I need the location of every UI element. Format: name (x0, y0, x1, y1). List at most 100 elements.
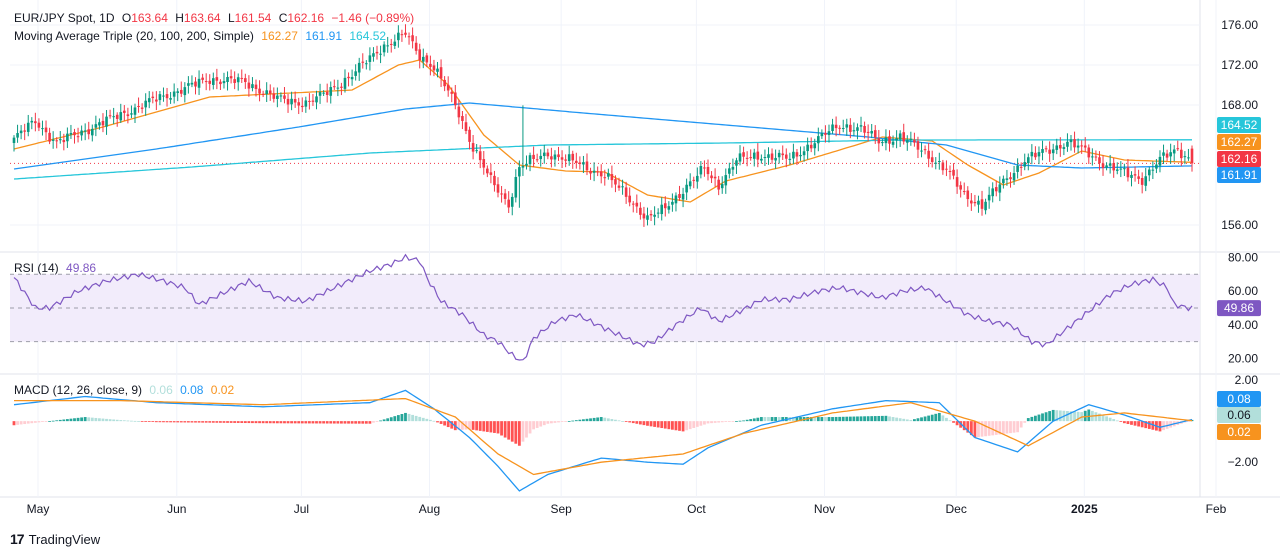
x-tick-label: Jul (294, 502, 309, 516)
candle-body (411, 35, 414, 42)
candle-body (838, 127, 841, 129)
macd-histogram-bar (585, 418, 589, 422)
macd-histogram-bar (824, 417, 827, 422)
macd-histogram-bar (322, 421, 326, 424)
ohlc-o-label: O (121, 11, 132, 25)
macd-histogram-bar (934, 413, 938, 422)
candle-body (158, 94, 162, 101)
macd-histogram-bar (418, 416, 422, 422)
candle-body (1002, 178, 1005, 184)
candle-body (681, 193, 685, 200)
macd-histogram-bar (621, 421, 624, 422)
candle-body (863, 125, 866, 133)
macd-histogram-bar (261, 421, 265, 424)
tradingview-logo-icon: 17 (10, 531, 25, 547)
macd-histogram-bar (507, 421, 511, 440)
candle-body (799, 154, 802, 157)
candle-body (1034, 152, 1037, 158)
candle-body (1133, 174, 1137, 176)
macd-histogram-bar (258, 421, 261, 424)
macd-histogram-bar (582, 419, 585, 422)
macd-line (13, 389, 1193, 492)
candle-body (809, 144, 813, 149)
candle-body (998, 184, 1002, 193)
candle-body (1076, 145, 1080, 148)
macd-histogram-bar (315, 421, 318, 424)
macd-histogram-bar (1058, 410, 1062, 422)
candle-body (468, 129, 471, 142)
candle-body (26, 122, 30, 132)
macd-histogram-bar (913, 419, 916, 422)
candle-body (671, 201, 674, 205)
candle-body (201, 77, 204, 80)
macd-histogram-bar (1140, 421, 1144, 428)
macd-histogram-bar (154, 421, 158, 423)
rsi-tick-label: 60.00 (1228, 284, 1258, 298)
macd-histogram-bar (73, 418, 76, 422)
candle-body (489, 172, 493, 175)
candle-body (478, 151, 482, 161)
candle-body (1151, 169, 1155, 171)
macd-histogram-bar (923, 416, 927, 422)
macd-histogram-bar (393, 416, 397, 422)
x-tick-label: 2025 (1071, 502, 1098, 516)
macd-histogram-bar (777, 417, 781, 422)
macd-histogram-bar (1158, 421, 1162, 432)
macd-histogram-bar (115, 419, 119, 422)
macd-histogram-bar (80, 417, 84, 422)
macd-histogram-bar (606, 418, 610, 422)
ma-line-ma200 (13, 139, 1192, 180)
macd-histogram-bar (756, 417, 760, 422)
macd-histogram-bar (83, 417, 87, 422)
candle-body (236, 77, 240, 83)
macd-histogram-bar (635, 421, 639, 424)
candle-body (389, 43, 393, 45)
macd-histogram-bar (1098, 413, 1101, 422)
candle-body (1098, 157, 1101, 164)
macd-histogram-bar (133, 420, 137, 422)
candle-body (938, 160, 941, 162)
candle-body (596, 171, 599, 173)
ma-line-ma20 (13, 59, 1193, 203)
candle-body (471, 143, 475, 152)
candle-body (980, 199, 984, 209)
macd-histogram-bar (1162, 421, 1165, 431)
candle-body (774, 157, 777, 161)
candle-body (450, 91, 454, 94)
macd-histogram-bar (325, 421, 329, 424)
candle-body (792, 151, 795, 159)
macd-histogram-bar (478, 421, 482, 431)
macd-histogram-bar (204, 421, 208, 423)
macd-histogram-bar (1105, 416, 1108, 422)
price-axis-tag-text: 162.27 (1221, 135, 1258, 149)
candle-body (585, 161, 589, 171)
candle-body (710, 175, 713, 179)
macd-histogram-bar (137, 421, 140, 422)
candle-body (261, 93, 265, 95)
macd-histogram-bar (108, 419, 112, 422)
candle-body (1183, 156, 1187, 158)
candle-body (987, 194, 991, 201)
macd-histogram-bar (831, 417, 834, 422)
macd-histogram-bar (859, 416, 863, 422)
macd-histogram-bar (514, 421, 518, 444)
candle-body (94, 124, 98, 128)
candle-body (436, 68, 439, 72)
candle-body (1119, 168, 1123, 170)
candle-body (575, 160, 578, 163)
macd-histogram-bar (151, 421, 155, 422)
macd-histogram-bar (62, 419, 66, 422)
tradingview-brand[interactable]: 17 TradingView (10, 531, 100, 547)
macd-histogram-bar (336, 421, 340, 424)
macd-histogram-bar (1101, 414, 1105, 422)
candle-body (920, 150, 923, 152)
macd-histogram-bar (998, 421, 1002, 435)
macd-histogram-bar (848, 416, 852, 422)
macd-histogram-bar (752, 418, 756, 422)
candle-body (496, 184, 500, 193)
macd-histogram-bar (962, 421, 966, 431)
candle-body (703, 167, 706, 169)
macd-histogram-bar (297, 421, 301, 424)
macd-histogram-bar (646, 421, 649, 426)
macd-histogram-bar (300, 421, 304, 424)
